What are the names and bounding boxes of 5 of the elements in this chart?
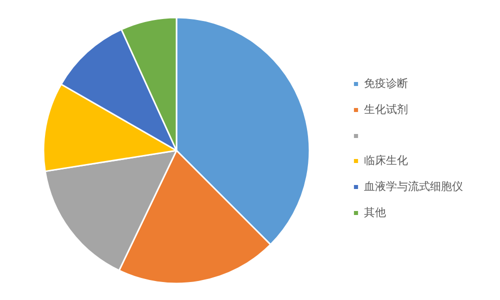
legend-label: 其他 <box>364 206 386 220</box>
legend-label: 临床生化 <box>364 154 408 168</box>
legend-label: 免疫诊断 <box>364 77 408 91</box>
legend-label: 生化试剂 <box>364 102 408 117</box>
legend-label: 血液学与流式细胞仪 <box>364 180 463 194</box>
